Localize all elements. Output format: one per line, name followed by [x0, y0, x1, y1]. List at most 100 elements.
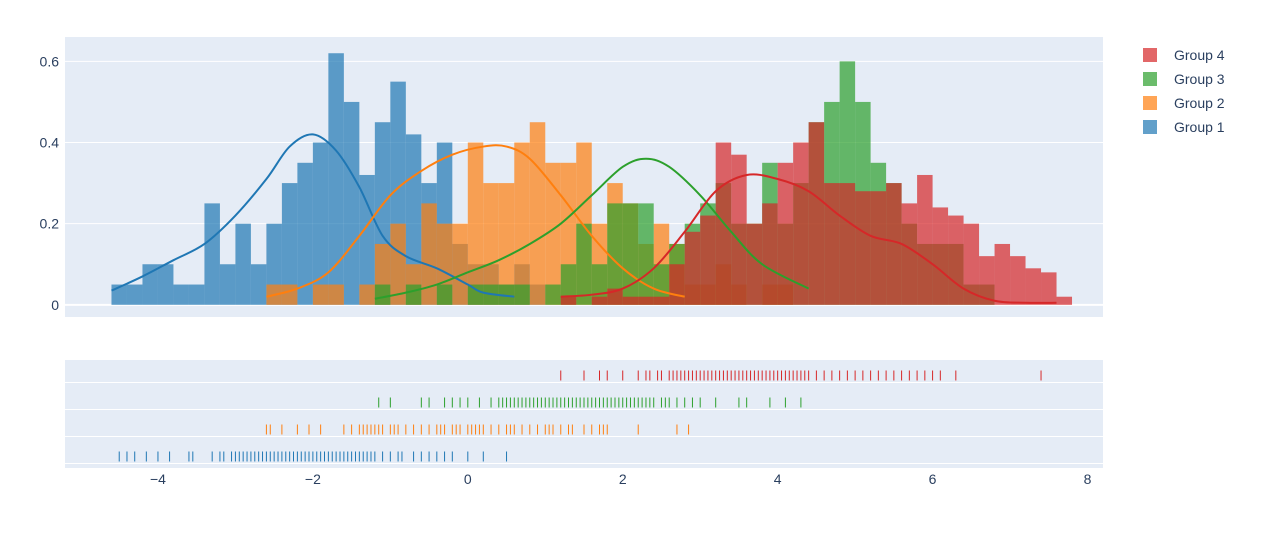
hist-bar — [638, 296, 654, 305]
legend-label: Group 3 — [1174, 71, 1225, 87]
x-tick-label: −4 — [150, 471, 166, 487]
hist-bar — [963, 223, 980, 305]
hist-bar — [452, 223, 468, 305]
rug-series-4 — [560, 370, 1042, 381]
x-tick-label: −2 — [305, 471, 321, 487]
hist-bar — [343, 101, 360, 305]
hist-bar — [328, 284, 344, 305]
legend-item-group-1[interactable]: Group 1 — [1143, 119, 1225, 135]
hist-bar — [870, 191, 887, 305]
hist-bar — [436, 284, 453, 305]
hist-bar — [653, 264, 670, 305]
hist-bar — [514, 284, 530, 305]
legend-swatch — [1143, 120, 1157, 134]
hist-bar — [374, 284, 391, 305]
hist-bar — [560, 296, 577, 305]
hist-bar — [359, 284, 375, 305]
hist-bar — [622, 203, 639, 305]
y-tick-label: 0.2 — [40, 216, 60, 232]
legend-label: Group 1 — [1174, 119, 1225, 135]
x-tick-label: 0 — [464, 471, 472, 487]
legend-swatch — [1143, 96, 1157, 110]
hist-bar — [607, 203, 623, 305]
hist-bar — [886, 183, 902, 305]
hist-bar — [545, 284, 561, 305]
legend-label: Group 4 — [1174, 47, 1225, 63]
hist-bar — [839, 183, 856, 305]
legend-label: Group 2 — [1174, 95, 1225, 111]
hist-bar — [669, 264, 685, 305]
hist-bar — [560, 264, 577, 305]
hist-bar — [793, 142, 809, 305]
hist-bar — [545, 162, 561, 305]
rug-gridlines — [65, 382, 1103, 464]
hist-bar — [1025, 268, 1042, 305]
y-tick-labels: 0 0.2 0.4 0.6 — [40, 53, 60, 312]
hist-bar — [917, 174, 933, 305]
hist-bar — [297, 162, 313, 305]
hist-bar — [390, 223, 406, 305]
hist-bar — [1056, 296, 1073, 305]
hist-bar — [948, 215, 964, 305]
legend-item-group-3[interactable]: Group 3 — [1143, 71, 1225, 87]
hist-bar — [932, 207, 949, 305]
hist-bar — [173, 284, 189, 305]
x-tick-label: 4 — [774, 471, 782, 487]
hist-bar — [777, 162, 794, 305]
hist-bar — [498, 183, 515, 305]
x-tick-label: 8 — [1084, 471, 1092, 487]
hist-bar — [1041, 272, 1057, 305]
hist-bar — [405, 284, 422, 305]
hist-bar — [421, 203, 437, 305]
rug-ticks — [118, 370, 1042, 462]
kde-lines — [111, 133, 1057, 304]
kde-curve-series-2 — [266, 144, 685, 298]
x-tick-labels: −4 −2 0 2 4 6 8 — [150, 471, 1092, 487]
hist-bar — [855, 191, 871, 305]
rug-series-2 — [265, 424, 690, 435]
hist-bar — [514, 142, 530, 305]
hist-bar — [700, 215, 716, 305]
hist-bar — [731, 154, 747, 305]
hist-bar — [312, 284, 329, 305]
legend-swatch — [1143, 72, 1157, 86]
legend-swatch — [1143, 48, 1157, 62]
kde-curve-series-4 — [560, 173, 1057, 304]
kde-curve-series-3 — [374, 157, 810, 300]
rug-series-3 — [378, 397, 802, 408]
hist-bar — [219, 264, 236, 305]
hist-bar — [808, 122, 825, 305]
rug-series-1 — [118, 451, 508, 462]
hist-bar — [235, 223, 251, 305]
hist-bar — [498, 284, 515, 305]
hist-bar — [638, 203, 654, 305]
hist-bar — [901, 203, 918, 305]
legend-item-group-2[interactable]: Group 2 — [1143, 95, 1225, 111]
hist-bar — [204, 203, 220, 305]
hist-bar — [529, 122, 546, 305]
kde-curve-series-1 — [111, 133, 515, 298]
hist-bar — [281, 183, 298, 305]
hist-bar — [1010, 256, 1026, 305]
hist-bar — [576, 223, 592, 305]
hist-bar — [684, 231, 701, 305]
hist-bar — [622, 296, 639, 305]
legend-item-group-4[interactable]: Group 4 — [1143, 47, 1225, 63]
hist-bar — [824, 183, 840, 305]
hist-bar — [979, 256, 995, 305]
y-tick-label: 0.6 — [40, 53, 60, 69]
hist-bar — [467, 142, 484, 305]
hist-bar — [250, 264, 267, 305]
hist-bar — [591, 296, 608, 305]
hist-series-4 — [560, 122, 1073, 305]
hist-bar — [994, 243, 1011, 305]
hist-bar — [467, 284, 484, 305]
hist-bar — [359, 174, 375, 305]
hist-series-1 — [111, 53, 546, 305]
hist-bar — [746, 223, 763, 305]
y-tick-label: 0.4 — [40, 135, 60, 151]
hist-bar — [328, 53, 344, 305]
hist-bar — [188, 284, 205, 305]
hist-bar — [281, 284, 298, 305]
